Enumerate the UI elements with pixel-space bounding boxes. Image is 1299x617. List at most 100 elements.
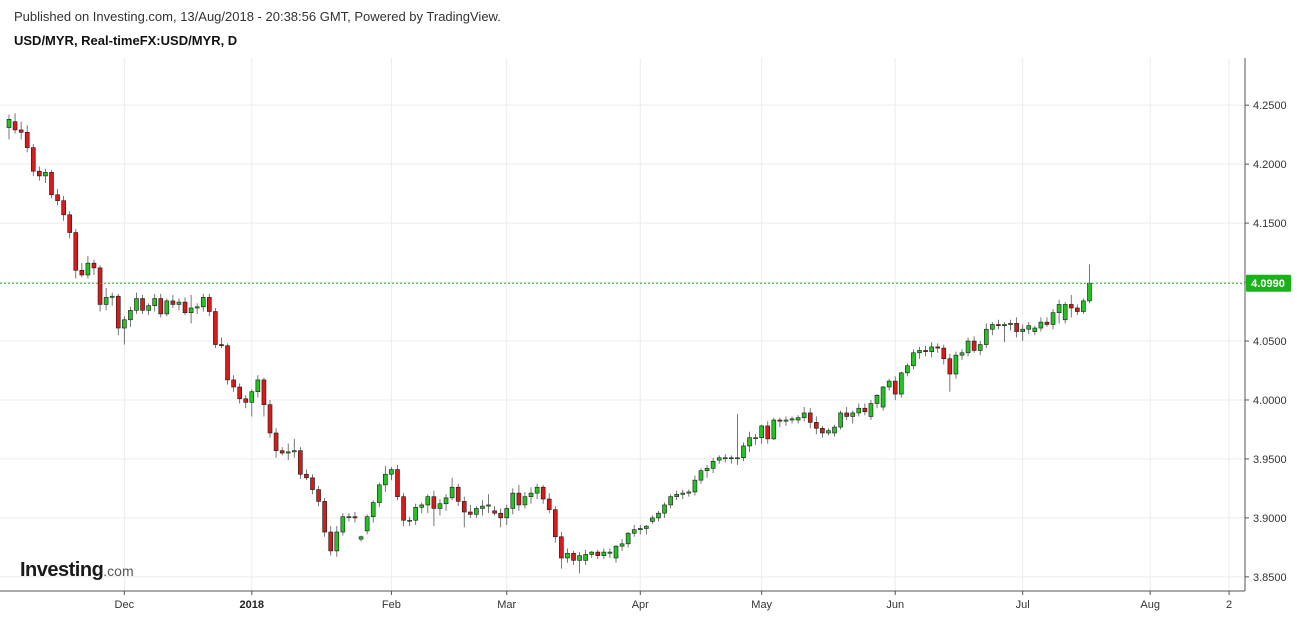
candle-body-down xyxy=(30,147,36,172)
candle xyxy=(789,416,795,424)
candle xyxy=(898,371,904,398)
candle-body-down xyxy=(158,298,164,315)
candle-body-down xyxy=(18,129,24,133)
candle xyxy=(170,295,176,308)
candle-body-down xyxy=(170,300,176,305)
candle xyxy=(722,454,728,463)
candle xyxy=(61,195,66,221)
candle xyxy=(680,489,686,500)
candle xyxy=(911,349,916,370)
candle xyxy=(826,428,831,436)
candle xyxy=(510,488,516,515)
candle-body-down xyxy=(468,511,473,515)
candle xyxy=(601,548,607,560)
candle xyxy=(619,539,625,551)
candle xyxy=(644,524,649,535)
candle-body-up xyxy=(662,504,667,514)
candle-body-up xyxy=(419,504,425,508)
candle xyxy=(990,322,995,336)
candle-body-up xyxy=(783,419,789,422)
candle xyxy=(577,552,582,574)
candle xyxy=(413,503,418,525)
candle-body-up xyxy=(637,528,643,530)
candle-body-down xyxy=(571,552,576,561)
time-tick-label: Aug xyxy=(1140,599,1160,611)
candle xyxy=(1081,298,1086,314)
candle-body-up xyxy=(680,492,686,495)
candle xyxy=(249,389,255,417)
candle xyxy=(24,125,30,153)
symbol-title: USD/MYR, Real-timeFX:USD/MYR, D xyxy=(14,33,238,48)
candle-body-up xyxy=(407,519,412,522)
time-axis[interactable]: Dec 2018 Feb Mar Apr May Jun Jul Aug 2 xyxy=(115,591,1233,611)
candle xyxy=(1050,309,1056,330)
candle xyxy=(1075,304,1080,316)
candle xyxy=(516,484,522,511)
candle-body-up xyxy=(1038,321,1044,329)
candle-body-up xyxy=(146,305,151,311)
candle-body-down xyxy=(455,486,461,502)
candle xyxy=(85,256,91,279)
candle xyxy=(741,442,746,462)
candle xyxy=(929,342,934,358)
candle-body-up xyxy=(856,407,862,414)
candle-body-up xyxy=(716,457,722,461)
candle-body-up xyxy=(425,496,431,506)
candle-body-up xyxy=(601,551,607,556)
candle xyxy=(540,484,546,504)
candle xyxy=(528,487,534,504)
candle xyxy=(710,457,716,474)
candle xyxy=(704,464,710,478)
candle-body-up xyxy=(868,403,874,417)
time-tick-label: Jul xyxy=(1016,599,1030,611)
candle-body-up xyxy=(565,552,570,559)
candle-body-up xyxy=(686,491,692,494)
candle-body-up xyxy=(905,365,910,374)
candle xyxy=(880,385,886,411)
candle-body-up xyxy=(771,419,777,440)
candle xyxy=(674,490,680,501)
candle-body-up xyxy=(583,554,588,561)
candle xyxy=(146,303,151,316)
candle xyxy=(431,490,437,527)
candle-body-up xyxy=(194,306,200,309)
candle-body-down xyxy=(862,407,868,413)
time-tick-label: 2018 xyxy=(240,599,264,611)
candle xyxy=(30,144,36,176)
candle xyxy=(795,415,801,424)
candle-body-up xyxy=(1020,328,1025,332)
candle-body-up xyxy=(504,508,510,519)
candle-body-up xyxy=(613,545,619,559)
candle xyxy=(1044,317,1050,327)
candle xyxy=(340,513,346,536)
candle xyxy=(122,316,127,345)
candle-body-down xyxy=(310,477,315,490)
candle-body-down xyxy=(1075,307,1080,312)
price-axis[interactable]: 4.25004.20004.15004.10004.05004.00003.95… xyxy=(1245,100,1287,584)
price-tick-label: 4.0000 xyxy=(1253,395,1287,407)
candle xyxy=(686,489,692,497)
candle xyxy=(486,494,491,514)
candle-body-up xyxy=(109,295,115,298)
candle xyxy=(1002,322,1007,343)
candle-body-down xyxy=(24,131,30,148)
candle-body-down xyxy=(971,340,977,351)
candle-body-down xyxy=(807,412,813,423)
candle xyxy=(225,343,230,385)
candle-body-down xyxy=(231,379,236,388)
candle xyxy=(832,424,837,437)
candle-body-down xyxy=(765,425,771,440)
candle-body-down xyxy=(941,347,947,359)
candle-body-down xyxy=(304,473,309,479)
candle-body-up xyxy=(759,425,764,439)
price-tick-label: 3.9500 xyxy=(1253,454,1287,466)
candle xyxy=(559,532,564,569)
candle xyxy=(425,494,431,514)
candle xyxy=(188,295,194,324)
candle xyxy=(971,336,977,353)
candle xyxy=(820,425,825,438)
candle xyxy=(941,344,947,365)
candle xyxy=(285,443,291,461)
candle-body-down xyxy=(261,379,267,405)
